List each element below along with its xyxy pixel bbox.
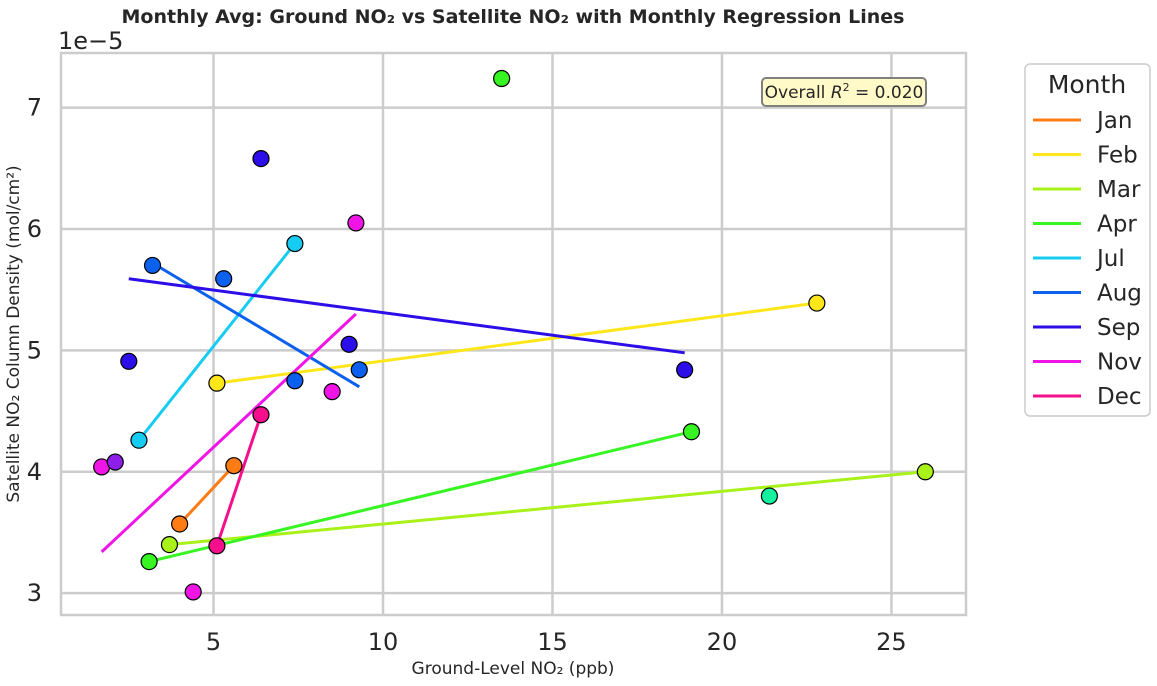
regression-lines	[100, 242, 926, 564]
plot-frame	[59, 51, 968, 617]
legend-label-aug: Aug	[1097, 281, 1142, 307]
data-point-mar	[160, 535, 179, 554]
data-point-feb	[808, 294, 826, 312]
legend-label-sep: Sep	[1097, 315, 1140, 341]
legend-label-dec: Dec	[1097, 384, 1142, 410]
data-point-feb	[208, 374, 226, 392]
legend: Month Jan Feb Mar Apr Jul Aug Sep Nov Dec	[1024, 63, 1151, 417]
data-point-apr	[682, 423, 701, 441]
grid-lines	[61, 53, 966, 615]
data-point-aug	[215, 270, 233, 288]
x-axis-label: Ground-Level NO₂ (ppb)	[412, 659, 615, 679]
annotation-text: Overall R2 = 0.020	[765, 81, 924, 103]
data-point-jul	[130, 431, 148, 449]
data-point-nov	[184, 583, 202, 601]
regression-line-jul	[137, 242, 297, 442]
data-point-jan	[171, 515, 189, 533]
x-tick-label: 10	[368, 628, 399, 656]
data-point-sep	[252, 150, 270, 168]
data-point-aug	[143, 256, 162, 275]
x-tick-label: 25	[876, 628, 907, 656]
data-point-dec	[208, 537, 226, 555]
regression-line-jan	[178, 464, 235, 525]
legend-title: Month	[1048, 70, 1126, 99]
legend-label-nov: Nov	[1097, 350, 1142, 376]
data-point-dec	[252, 406, 270, 424]
data-point-aug	[286, 372, 304, 390]
legend-label-feb: Feb	[1097, 143, 1138, 169]
legend-label-apr: Apr	[1097, 212, 1137, 238]
x-axis-ticks: 5 10 15 20 25	[206, 628, 907, 656]
y-tick-label: 3	[27, 579, 42, 607]
annotation-box	[761, 77, 927, 107]
data-point-extra	[106, 453, 124, 471]
legend-label-mar: Mar	[1097, 177, 1141, 203]
y-axis-label: Satellite NO₂ Column Density (mol/cm²)	[4, 165, 24, 502]
r-squared-annotation: Overall R2 = 0.020	[761, 77, 927, 107]
data-point-nov	[323, 383, 341, 401]
chart-title: Monthly Avg: Ground NO₂ vs Satellite NO₂…	[122, 6, 905, 28]
y-axis-offset-label: 1e−5	[58, 27, 123, 55]
x-tick-label: 20	[707, 628, 738, 656]
regression-line-nov	[100, 312, 357, 553]
y-axis-ticks: 3 4 5 6 7	[27, 94, 42, 608]
data-point-apr	[140, 552, 158, 571]
y-tick-label: 5	[27, 336, 42, 364]
data-point-sep	[340, 335, 358, 353]
regression-line-dec	[215, 414, 263, 547]
legend-items: Jan Feb Mar Apr Jul Aug Sep Nov Dec	[1033, 108, 1142, 410]
y-tick-label: 4	[27, 458, 42, 486]
regression-line-aug	[151, 261, 361, 389]
regression-line-sep	[128, 277, 685, 355]
y-tick-label: 7	[27, 94, 42, 122]
data-point-jul	[286, 234, 304, 253]
regression-line-mar	[169, 470, 926, 547]
data-point-sep	[120, 352, 138, 370]
data-point-aug	[350, 361, 368, 379]
data-point-mar	[916, 463, 934, 481]
data-point-apr	[493, 69, 511, 88]
x-tick-label: 5	[206, 628, 221, 656]
regression-line-apr	[148, 430, 692, 564]
x-tick-label: 15	[537, 628, 568, 656]
data-point-sep	[676, 361, 694, 379]
regression-line-feb	[216, 301, 818, 385]
legend-label-jan: Jan	[1095, 108, 1132, 134]
legend-label-jul: Jul	[1095, 246, 1125, 272]
y-tick-label: 6	[27, 215, 42, 243]
data-point-jan	[225, 457, 243, 475]
data-point-extra	[760, 487, 779, 505]
data-points	[93, 69, 934, 601]
data-point-nov	[347, 214, 365, 232]
